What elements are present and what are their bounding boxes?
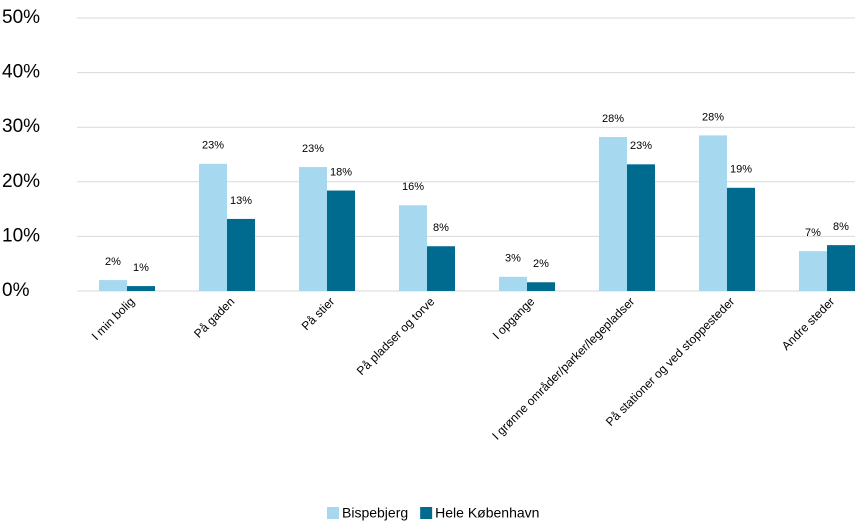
value-label: 13% [230,195,252,207]
legend-label: Hele København [435,505,539,521]
value-label: 23% [302,143,324,155]
value-label: 19% [730,164,752,176]
x-tick-label: På gaden [191,294,237,340]
x-tick-label: I min bolig [89,294,138,343]
x-tick-label: Andre steder [779,294,837,352]
x-tick-label: På stier [299,294,338,333]
bar [699,135,727,291]
bar [427,246,455,291]
value-label: 16% [402,181,424,193]
bar [627,164,655,291]
x-tick-label: I opgange [490,294,538,342]
y-tick-label: 50% [2,7,40,28]
bar [827,245,855,291]
bar [99,280,127,291]
value-label: 3% [505,253,521,265]
bar [527,282,555,291]
bar [127,286,155,291]
bar [399,205,427,291]
value-label: 23% [630,140,652,152]
value-label: 8% [433,222,449,234]
value-label: 1% [133,262,149,274]
value-label: 28% [602,113,624,125]
bar [799,251,827,291]
value-label: 8% [833,221,849,233]
bar [199,163,227,291]
y-tick-label: 40% [2,62,40,83]
x-tick-label: På pladser og torve [354,294,438,378]
value-label: 2% [533,258,549,270]
bar [299,167,327,291]
legend-swatch [327,507,339,519]
bar [599,137,627,291]
bar [499,276,527,291]
value-label: 23% [202,140,224,152]
value-label: 2% [105,256,121,268]
bar [327,190,355,291]
y-tick-label: 20% [2,171,40,192]
y-tick-label: 30% [2,116,40,137]
y-tick-label: 10% [2,225,40,246]
legend-label: Bispebjerg [342,505,408,521]
value-label: 28% [702,111,724,123]
y-tick-label: 0% [2,280,30,301]
value-label: 18% [330,166,352,178]
legend-swatch [420,507,433,519]
bar [727,187,755,291]
bar [227,218,255,291]
value-label: 7% [805,227,821,239]
